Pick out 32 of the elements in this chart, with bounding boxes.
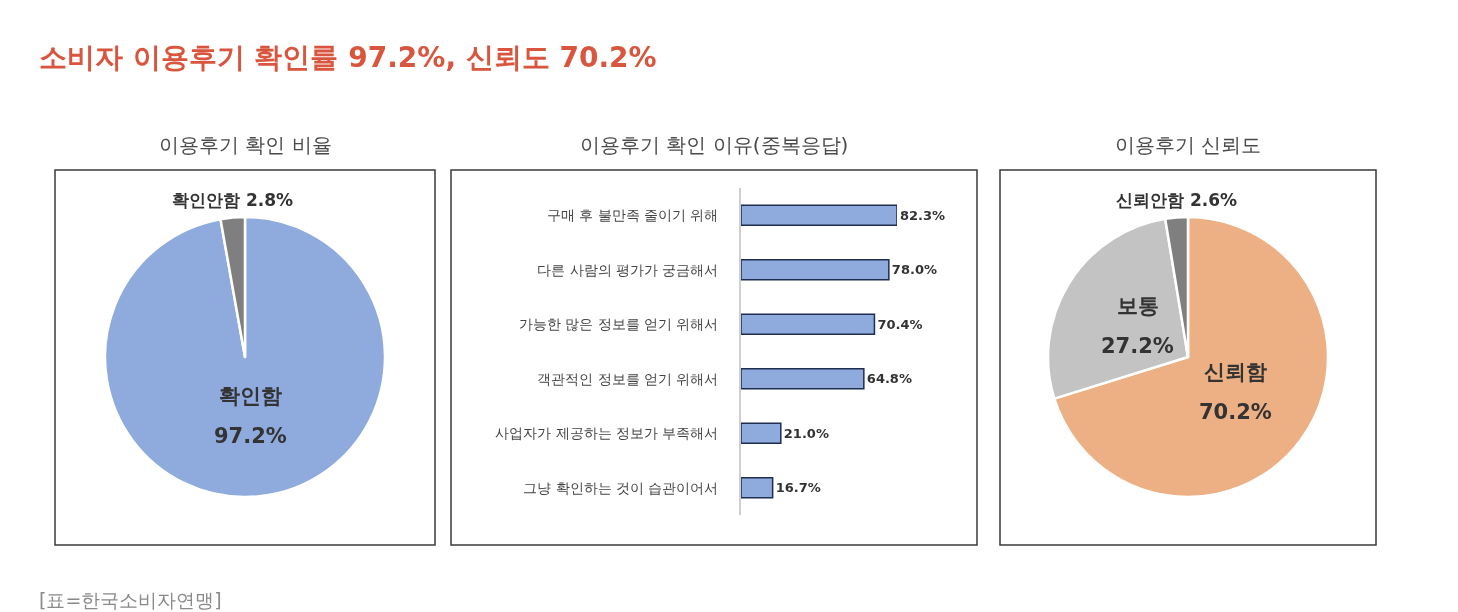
y-tick-label: 가능한 많은 정보를 얻기 위해서 — [518, 316, 719, 333]
data-label: 64.8% — [866, 371, 912, 387]
bar — [741, 367, 865, 390]
data-label: 82.3% — [900, 207, 946, 223]
pie-slice — [103, 215, 387, 499]
data-label: 97.2% — [214, 424, 287, 448]
slice-label: 확인안함 2.8% — [172, 190, 294, 210]
text: [표=한국소비자연맹] — [39, 589, 222, 611]
bar — [741, 422, 782, 445]
bar — [741, 258, 890, 281]
data-label: 78.0% — [891, 262, 937, 278]
slice-label: 신뢰함 — [1204, 360, 1267, 384]
y-tick-label: 그냥 확인하는 것이 습관이어서 — [523, 479, 719, 496]
data-label: 21.0% — [783, 425, 829, 441]
data-label: 16.7% — [775, 480, 821, 496]
text: 소비자 이용후기 확인률 97.2%, 신뢰도 70.2% — [39, 41, 657, 74]
bar — [741, 313, 876, 336]
y-tick-label: 구매 후 불만족 줄이기 위해 — [546, 207, 719, 224]
slice-label: 확인함 — [219, 384, 282, 408]
chart-title: 이용후기 확인 비율 — [159, 133, 332, 157]
chart-title: 이용후기 확인 이유(중복응답) — [580, 133, 849, 157]
data-label: 70.4% — [877, 316, 923, 332]
data-label: 27.2% — [1101, 334, 1174, 358]
chart-title: 이용후기 신뢰도 — [1115, 133, 1262, 157]
slice-label: 보통 — [1117, 294, 1159, 318]
slice-label: 신뢰안함 2.6% — [1116, 190, 1238, 210]
y-tick-label: 객관적인 정보를 얻기 위해서 — [537, 370, 719, 387]
bar — [741, 476, 774, 499]
y-tick-label: 사업자가 제공하는 정보가 부족해서 — [495, 425, 719, 442]
y-tick-label: 다른 사람의 평가가 궁금해서 — [537, 261, 719, 278]
bar — [741, 204, 897, 227]
data-label: 70.2% — [1199, 400, 1272, 424]
